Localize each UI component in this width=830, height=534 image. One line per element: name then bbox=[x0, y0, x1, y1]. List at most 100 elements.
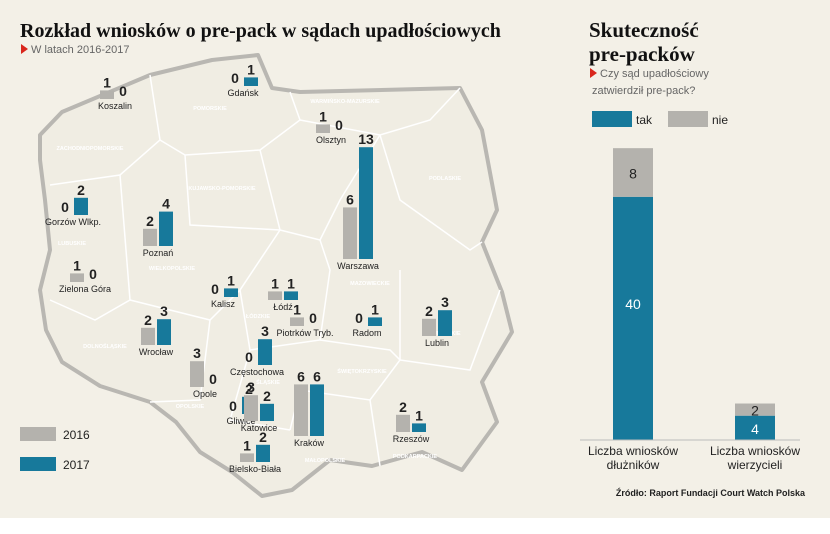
bar-value: 0 bbox=[229, 398, 237, 414]
region-label: KUJAWSKO-POMORSKIE bbox=[188, 186, 256, 192]
subtitle-marker bbox=[590, 68, 597, 78]
court-name: Gdańsk bbox=[227, 88, 259, 98]
side-subtitle: Czy sąd upadłościowy bbox=[600, 68, 709, 80]
court-name: Olsztyn bbox=[316, 135, 346, 145]
court-name: Wrocław bbox=[139, 347, 174, 357]
bar-value: 13 bbox=[358, 131, 374, 147]
bar-value: 0 bbox=[245, 349, 253, 365]
legend-label: 2017 bbox=[63, 458, 90, 472]
bar-value: 2 bbox=[425, 303, 433, 319]
region-label: OPOLSKIE bbox=[176, 404, 205, 410]
legend-swatch bbox=[20, 457, 56, 471]
bar bbox=[143, 228, 157, 246]
bar bbox=[244, 77, 258, 86]
bar-value: 1 bbox=[319, 108, 327, 124]
bar-tak bbox=[735, 415, 775, 440]
bar bbox=[244, 395, 258, 421]
region-label: ŚWIĘTOKRZYSKIE bbox=[337, 368, 387, 375]
map-outline bbox=[38, 53, 514, 498]
bar bbox=[157, 319, 171, 345]
bar-value: 1 bbox=[227, 272, 235, 288]
subtitle-marker bbox=[21, 44, 28, 54]
bar-value: 6 bbox=[346, 191, 354, 207]
bar bbox=[256, 444, 270, 462]
bar-value: 2 bbox=[259, 429, 267, 445]
bar bbox=[316, 124, 330, 133]
region-label: MAŁOPOLSKIE bbox=[305, 458, 346, 464]
bar-value: 1 bbox=[271, 275, 279, 291]
title: Rozkład wniosków o pre-pack w sądach upa… bbox=[20, 20, 501, 42]
region-label: MAZOWIECKIE bbox=[350, 281, 390, 287]
bar-label: Liczba wniosków bbox=[710, 444, 800, 458]
region-borders bbox=[49, 74, 501, 467]
bar-value: 1 bbox=[415, 407, 423, 423]
legend-label: tak bbox=[636, 113, 653, 127]
bar-nie bbox=[735, 403, 775, 416]
court-name: Częstochowa bbox=[230, 367, 284, 377]
bar bbox=[396, 414, 410, 432]
bar-value: 40 bbox=[625, 296, 641, 312]
bar bbox=[294, 384, 308, 436]
region-label: WIELKOPOLSKIE bbox=[149, 266, 195, 272]
bar-value: 6 bbox=[297, 368, 305, 384]
bar bbox=[100, 90, 114, 99]
bar-label: dłużników bbox=[607, 458, 660, 472]
court-name: Rzeszów bbox=[393, 434, 430, 444]
bar bbox=[159, 211, 173, 246]
bar-value: 1 bbox=[73, 257, 81, 273]
court-name: Koszalin bbox=[98, 101, 132, 111]
bar-value: 3 bbox=[261, 323, 269, 339]
court-name: Opole bbox=[193, 389, 217, 399]
bar-value: 6 bbox=[313, 368, 321, 384]
bar bbox=[438, 310, 452, 336]
bar-value: 2 bbox=[751, 403, 759, 419]
court-name: Gorzów Wlkp. bbox=[45, 217, 101, 227]
bar-value: 1 bbox=[243, 437, 251, 453]
bar-value: 8 bbox=[629, 165, 637, 181]
legend-label: nie bbox=[712, 113, 728, 127]
court-name: Zielona Góra bbox=[59, 284, 111, 294]
bar-label: wierzycieli bbox=[727, 458, 783, 472]
bar-value: 2 bbox=[77, 182, 85, 198]
bar bbox=[70, 273, 84, 282]
bar-value: 0 bbox=[119, 83, 127, 99]
bar bbox=[268, 291, 282, 300]
court-name: Gliwice bbox=[226, 416, 255, 426]
court-name: Lublin bbox=[425, 338, 449, 348]
bar-value: 0 bbox=[89, 266, 97, 282]
bar bbox=[368, 317, 382, 326]
region-label: PODKARPACKIE bbox=[393, 454, 438, 460]
court-name: Poznań bbox=[143, 248, 174, 258]
bar-value: 2 bbox=[245, 381, 253, 397]
court-name: Kalisz bbox=[211, 299, 236, 309]
region-label: LUBUSKIE bbox=[58, 241, 86, 247]
bar-value: 0 bbox=[309, 310, 317, 326]
region-label: DOLNOŚLĄSKIE bbox=[83, 343, 127, 350]
court-name: Kraków bbox=[294, 438, 325, 448]
bar-value: 1 bbox=[371, 301, 379, 317]
bar-value: 4 bbox=[751, 421, 759, 437]
bar bbox=[412, 423, 426, 432]
bar-value: 3 bbox=[247, 379, 255, 395]
legend-label: 2016 bbox=[63, 428, 90, 442]
bar bbox=[240, 453, 254, 462]
bar-value: 0 bbox=[211, 281, 219, 297]
bar-nie bbox=[613, 148, 653, 197]
legend-swatch bbox=[20, 427, 56, 441]
side-title: pre-packów bbox=[589, 42, 696, 66]
bar-tak bbox=[613, 196, 653, 440]
bar bbox=[290, 317, 304, 326]
bar-value: 1 bbox=[287, 275, 295, 291]
side-title: Skuteczność bbox=[589, 18, 699, 42]
subtitle: W latach 2016-2017 bbox=[31, 44, 129, 56]
legend-swatch bbox=[592, 111, 632, 127]
court-name: Warszawa bbox=[337, 261, 379, 271]
bar bbox=[343, 207, 357, 259]
bar-value: 1 bbox=[293, 301, 301, 317]
bar bbox=[258, 339, 272, 365]
bar-value: 3 bbox=[441, 294, 449, 310]
region-label: WARMIŃSKO-MAZURSKIE bbox=[310, 97, 380, 105]
bar bbox=[422, 318, 436, 336]
bar bbox=[224, 288, 238, 297]
